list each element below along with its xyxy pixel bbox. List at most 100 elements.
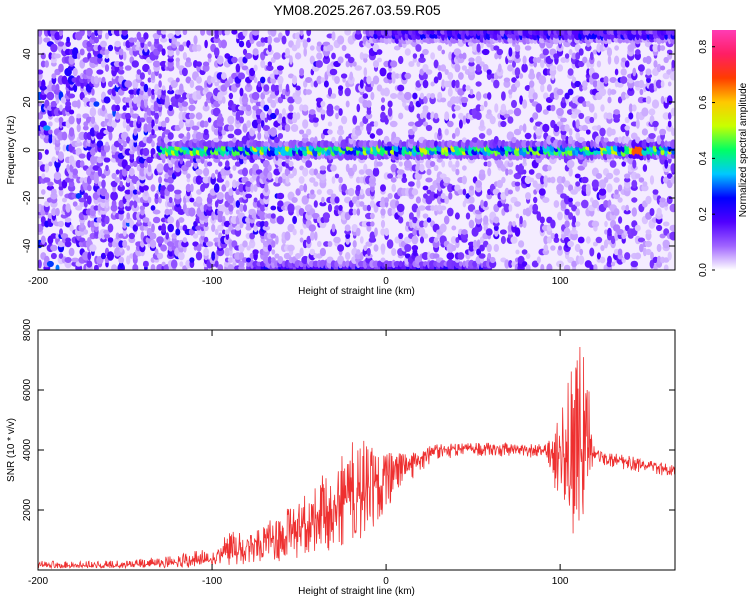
spectrogram-cell xyxy=(229,173,233,179)
spectrogram-cell xyxy=(447,87,453,97)
spectrogram-cell xyxy=(105,141,109,147)
spectrogram-y-axis-label: Frequency (Hz) xyxy=(6,116,17,185)
spectrogram-cell xyxy=(356,227,361,237)
spectrogram-cell xyxy=(100,60,107,68)
spectrogram-cell xyxy=(195,196,203,204)
spectrogram-cell xyxy=(167,168,174,176)
spectrogram-cell xyxy=(252,249,259,255)
spectrogram-cell xyxy=(193,35,198,45)
spectrogram-cell xyxy=(68,85,75,91)
y-tick-label: 20 xyxy=(22,96,33,108)
spectrogram-cell xyxy=(475,180,482,188)
spectrogram-cell xyxy=(260,76,266,84)
spectrogram-cell xyxy=(263,84,270,92)
spectrogram-cell xyxy=(337,56,344,64)
spectrogram-cell xyxy=(76,176,82,184)
spectrogram-cell xyxy=(285,83,290,93)
spectrogram-cell xyxy=(508,204,513,212)
spectrogram-cell xyxy=(528,169,535,175)
spectrogram-cell xyxy=(669,203,675,213)
spectrogram-cell xyxy=(483,215,489,225)
spectrogram-cell xyxy=(349,71,354,81)
spectrogram-cell xyxy=(581,199,589,209)
spectrogram-cell xyxy=(126,245,131,251)
spectrogram-cell xyxy=(71,257,80,263)
spectrogram-cell xyxy=(568,128,573,136)
spectrogram-cell xyxy=(126,124,131,132)
spectrogram-cell xyxy=(326,44,334,52)
spectrogram-cell xyxy=(303,183,308,193)
spectrogram-cell xyxy=(117,184,125,192)
spectrogram-cell xyxy=(305,89,313,95)
spectrogram-cell xyxy=(607,55,612,65)
spectrogram-cell xyxy=(352,163,358,173)
spectrogram-cell xyxy=(556,183,564,193)
spectrogram-cell xyxy=(631,207,637,217)
spectrogram-cell xyxy=(50,244,58,252)
spectrogram-cell xyxy=(648,108,656,116)
spectrogram-cell xyxy=(308,224,316,232)
spectrogram-cell xyxy=(412,53,418,59)
spectrogram-cell xyxy=(270,205,277,211)
spectrogram-cell xyxy=(380,208,386,216)
spectrogram-cell xyxy=(381,97,385,103)
spectrogram-cell xyxy=(302,167,309,177)
spectrogram-cell xyxy=(320,109,326,115)
spectrogram-cell xyxy=(177,251,185,261)
spectrogram-cell xyxy=(142,260,149,268)
spectrogram-cell xyxy=(76,52,81,60)
spectrogram-cell xyxy=(404,244,412,252)
spectrogram-cell xyxy=(110,180,118,188)
spectrogram-cell xyxy=(306,128,312,136)
spectrogram-cells xyxy=(38,30,675,270)
spectrogram-cell xyxy=(290,124,299,132)
spectrogram-cell xyxy=(402,173,407,179)
spectrogram-cell xyxy=(287,244,295,252)
spectrogram-cell xyxy=(154,193,159,199)
spectrogram-cell xyxy=(147,221,152,227)
spectrogram-cell xyxy=(97,167,103,177)
spectrogram-cell xyxy=(295,85,301,91)
spectrogram-cell xyxy=(55,207,60,217)
spectrogram-cell xyxy=(330,164,337,172)
spectrogram-cell xyxy=(158,73,162,79)
spectrogram-cell xyxy=(182,41,188,47)
spectrogram-cell xyxy=(83,121,89,127)
spectrogram-cell xyxy=(644,240,653,248)
spectrogram-cell xyxy=(493,244,499,252)
spectrogram-cell xyxy=(667,251,672,261)
spectrogram-cell xyxy=(150,205,156,211)
spectrogram-cell xyxy=(284,124,291,132)
spectrogram-cell xyxy=(50,43,58,53)
spectrogram-cell xyxy=(419,163,425,173)
spectrogram-cell xyxy=(319,247,326,257)
spectrogram-cell xyxy=(161,223,167,233)
spectrogram-cell xyxy=(146,116,153,124)
spectrogram-cell xyxy=(160,120,167,128)
spectrogram-cell xyxy=(103,157,111,163)
spectrogram-cell xyxy=(532,92,538,100)
spectrogram-cell xyxy=(211,173,216,179)
spectrogram-cell xyxy=(462,115,467,125)
spectrogram-cell xyxy=(122,51,127,61)
spectrogram-cell xyxy=(425,177,433,183)
spectrogram-cell xyxy=(69,224,74,232)
spectrogram-cell xyxy=(667,120,672,128)
spectrogram-cell xyxy=(54,31,61,41)
spectrogram-cell xyxy=(158,225,163,231)
spectrogram-cell xyxy=(444,128,449,136)
spectrogram-cell xyxy=(69,177,74,183)
spectrogram-cell xyxy=(55,264,60,270)
spectrogram-cell xyxy=(165,232,169,240)
spectrogram-cell xyxy=(93,171,100,181)
spectrogram-cell xyxy=(309,45,315,51)
spectrogram-cell xyxy=(142,147,150,157)
spectrogram-cell xyxy=(605,172,614,180)
spectrogram-cell xyxy=(242,93,248,99)
spectrogram-cell xyxy=(469,88,474,96)
spectrogram-cell xyxy=(167,200,175,208)
spectrogram-cell xyxy=(291,197,298,203)
spectrogram-cell xyxy=(167,57,174,63)
spectrogram-cell xyxy=(167,216,175,224)
spectrogram-cell xyxy=(447,72,454,80)
